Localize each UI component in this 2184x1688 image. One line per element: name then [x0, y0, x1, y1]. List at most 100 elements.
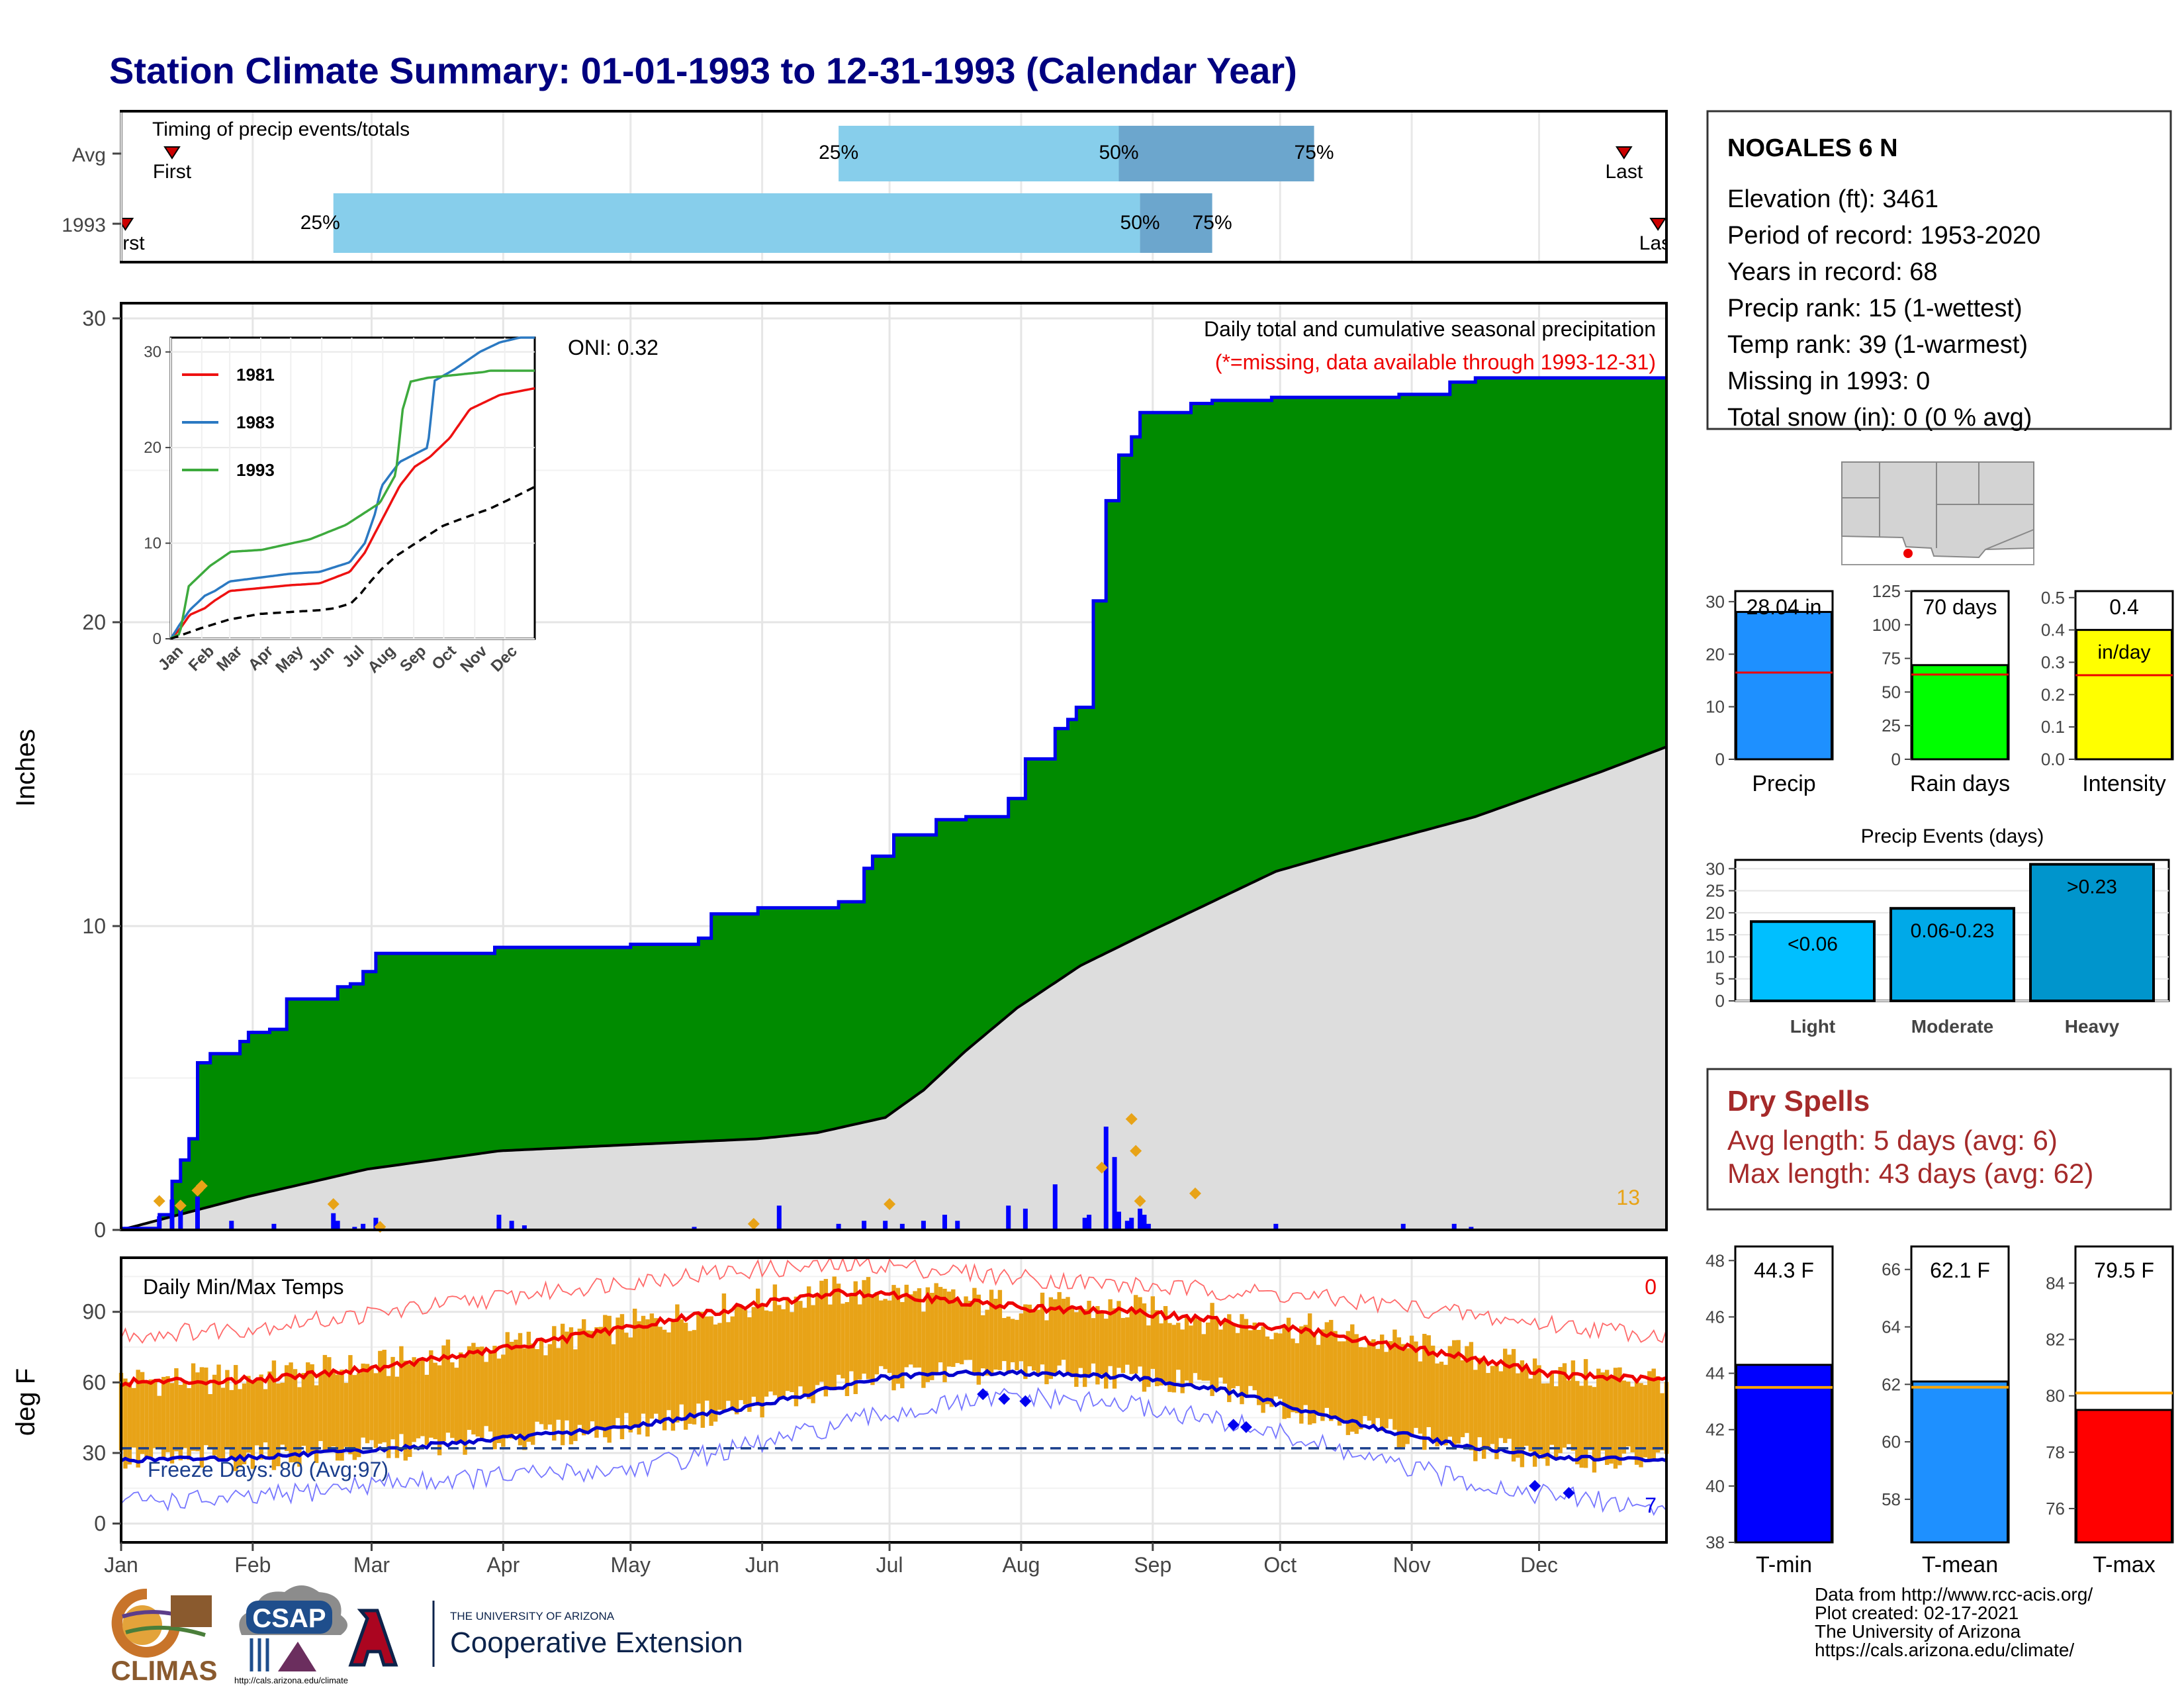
daily-precip-bar — [1451, 1223, 1457, 1230]
temp-stats-bars: 44.3 F 38 40 42 44 46 48 T-min 62.1 F 58 60 62 64 66 T… — [1706, 1245, 2174, 1577]
daily-temp-range-bar — [429, 1350, 433, 1438]
timing-q75-label: 75% — [1295, 142, 1334, 164]
extreme-precip-marker — [1189, 1187, 1201, 1199]
daily-precip-bar — [1112, 1156, 1117, 1230]
daily-temp-range-bar — [993, 1299, 998, 1370]
month-xtick-label: Jun — [745, 1553, 780, 1577]
daily-precip-bar — [1116, 1211, 1121, 1230]
climas-wordmark: CLIMAS — [111, 1655, 218, 1686]
daily-temp-range-bar — [1316, 1344, 1321, 1415]
daily-precip-bar — [373, 1217, 379, 1230]
precip-ytick-label: 10 — [82, 914, 106, 938]
precip-ytick-label: 0 — [94, 1218, 106, 1242]
precip-stat-ytick-label: 75 — [1882, 649, 1901, 669]
daily-temp-range-bar — [229, 1389, 234, 1458]
daily-temp-range-bar — [1435, 1363, 1439, 1446]
daily-temp-range-bar — [1240, 1314, 1244, 1405]
daily-temp-range-bar — [314, 1385, 319, 1464]
daily-temp-range-bar — [1337, 1341, 1342, 1426]
daily-precip-bar — [271, 1223, 277, 1230]
daily-temp-range-bar — [412, 1357, 416, 1442]
daily-temp-range-bar — [1554, 1386, 1559, 1459]
precip-stat-bar-2 — [2075, 629, 2173, 761]
precip-stat-ytick-label: 0.1 — [2041, 717, 2065, 737]
daily-precip-bar — [921, 1221, 926, 1230]
timing-first-label: First — [106, 232, 145, 254]
extreme-precip-marker — [174, 1199, 187, 1212]
daily-temp-range-bar — [1066, 1297, 1070, 1373]
daily-temp-range-bar — [756, 1288, 760, 1406]
daily-temp-range-bar — [161, 1377, 166, 1458]
extreme-precip-marker — [327, 1197, 340, 1210]
daily-temp-range-bar — [658, 1327, 662, 1422]
daily-temp-range-bar — [649, 1313, 655, 1419]
daily-temp-range-bar — [1498, 1371, 1504, 1438]
daily-temp-range-bar — [1320, 1329, 1325, 1421]
footer-line-university: The University of Arizona — [1815, 1621, 2021, 1642]
temp-stat-ytick-label: 82 — [2046, 1329, 2065, 1349]
daily-temp-range-bar — [318, 1373, 323, 1441]
temp-stat-category-2: T-max — [2093, 1552, 2155, 1577]
daily-temp-range-bar — [1167, 1323, 1172, 1392]
daily-precip-bar — [361, 1223, 366, 1230]
cumulative-avg-line — [120, 745, 1667, 1231]
month-xtick-label: Mar — [353, 1553, 390, 1577]
daily-temp-range-bar — [475, 1346, 480, 1437]
daily-temp-range-bar — [573, 1349, 578, 1441]
daily-temp-range-bar — [942, 1288, 947, 1383]
daily-temp-range-bar — [598, 1327, 604, 1429]
daily-temp-range-bar — [1222, 1322, 1228, 1384]
daily-precip-bar — [1052, 1184, 1058, 1230]
events-ytick-label: 0 — [1715, 991, 1725, 1011]
precip-stats-bars: 28.04 in 0 10 20 30 Precip 70 days 0 25 50 75 100 12… — [1706, 581, 2174, 796]
daily-temp-range-bar — [450, 1362, 455, 1438]
daily-precip-bar — [883, 1221, 888, 1230]
precip-y-axis-label: Inches — [11, 729, 40, 807]
daily-temp-range-bar — [1095, 1306, 1100, 1385]
record-low-count: 7 — [1645, 1493, 1657, 1517]
daily-temp-range-bar — [306, 1362, 310, 1453]
daily-temp-range-bar — [403, 1360, 408, 1461]
daily-temp-range-bar — [641, 1315, 646, 1414]
precip-stat-value-1: 70 days — [1923, 595, 1997, 619]
daily-temp-range-bar — [480, 1346, 484, 1439]
daily-temp-range-bar — [654, 1318, 659, 1414]
precip-stat-value-2: 0.4 — [2109, 595, 2138, 619]
daily-temp-range-bar — [526, 1331, 531, 1442]
temp-stat-bar-2 — [2075, 1409, 2173, 1544]
daily-precip-bar — [1124, 1221, 1130, 1230]
timing-row-year-label: 1993 — [62, 214, 106, 236]
daily-temp-range-bar — [607, 1315, 612, 1443]
daily-temp-range-bar — [849, 1293, 854, 1372]
daily-temp-range-bar — [692, 1330, 697, 1425]
daily-temp-range-bar — [552, 1326, 557, 1441]
inset-legend-label: 1993 — [236, 460, 275, 480]
daily-temp-range-bar — [1388, 1340, 1393, 1419]
month-xtick-label: Oct — [1263, 1553, 1297, 1577]
daily-temp-range-bar — [547, 1344, 553, 1425]
temp-stat-category-1: T-mean — [1922, 1552, 1998, 1577]
daily-temp-range-bar — [1120, 1318, 1126, 1374]
record-min-line — [120, 1387, 1667, 1517]
temp-stat-ytick-label: 46 — [1706, 1307, 1725, 1327]
daily-temp-range-bar — [1401, 1344, 1406, 1448]
temp-stat-ytick-label: 58 — [1882, 1489, 1901, 1509]
daily-temp-range-bar — [853, 1281, 858, 1394]
footer-line-source: Data from http://www.rcc-acis.org/ — [1815, 1584, 2093, 1605]
daily-temp-range-bar — [1604, 1370, 1610, 1466]
daily-temp-range-bar — [1133, 1295, 1138, 1374]
extreme-precip-marker — [747, 1217, 760, 1230]
daily-temp-range-bar — [1180, 1329, 1185, 1393]
temp-stat-ytick-label: 76 — [2046, 1499, 2065, 1519]
precip-event-category-0: Light — [1790, 1016, 1835, 1037]
daily-temp-range-bar — [1494, 1365, 1499, 1460]
daily-temp-range-bar — [1286, 1317, 1291, 1419]
daily-temp-range-bar — [1617, 1367, 1622, 1466]
daily-temp-range-bar — [123, 1378, 128, 1469]
freeze-days-label: Freeze Days: 80 (Avg:97) — [148, 1458, 388, 1481]
daily-temp-range-bar — [382, 1350, 387, 1442]
temp-stat-bar-0 — [1735, 1364, 1833, 1544]
daily-temp-range-bar — [857, 1304, 862, 1380]
daily-temp-range-bar — [951, 1289, 956, 1367]
daily-temp-range-bar — [1252, 1322, 1257, 1391]
